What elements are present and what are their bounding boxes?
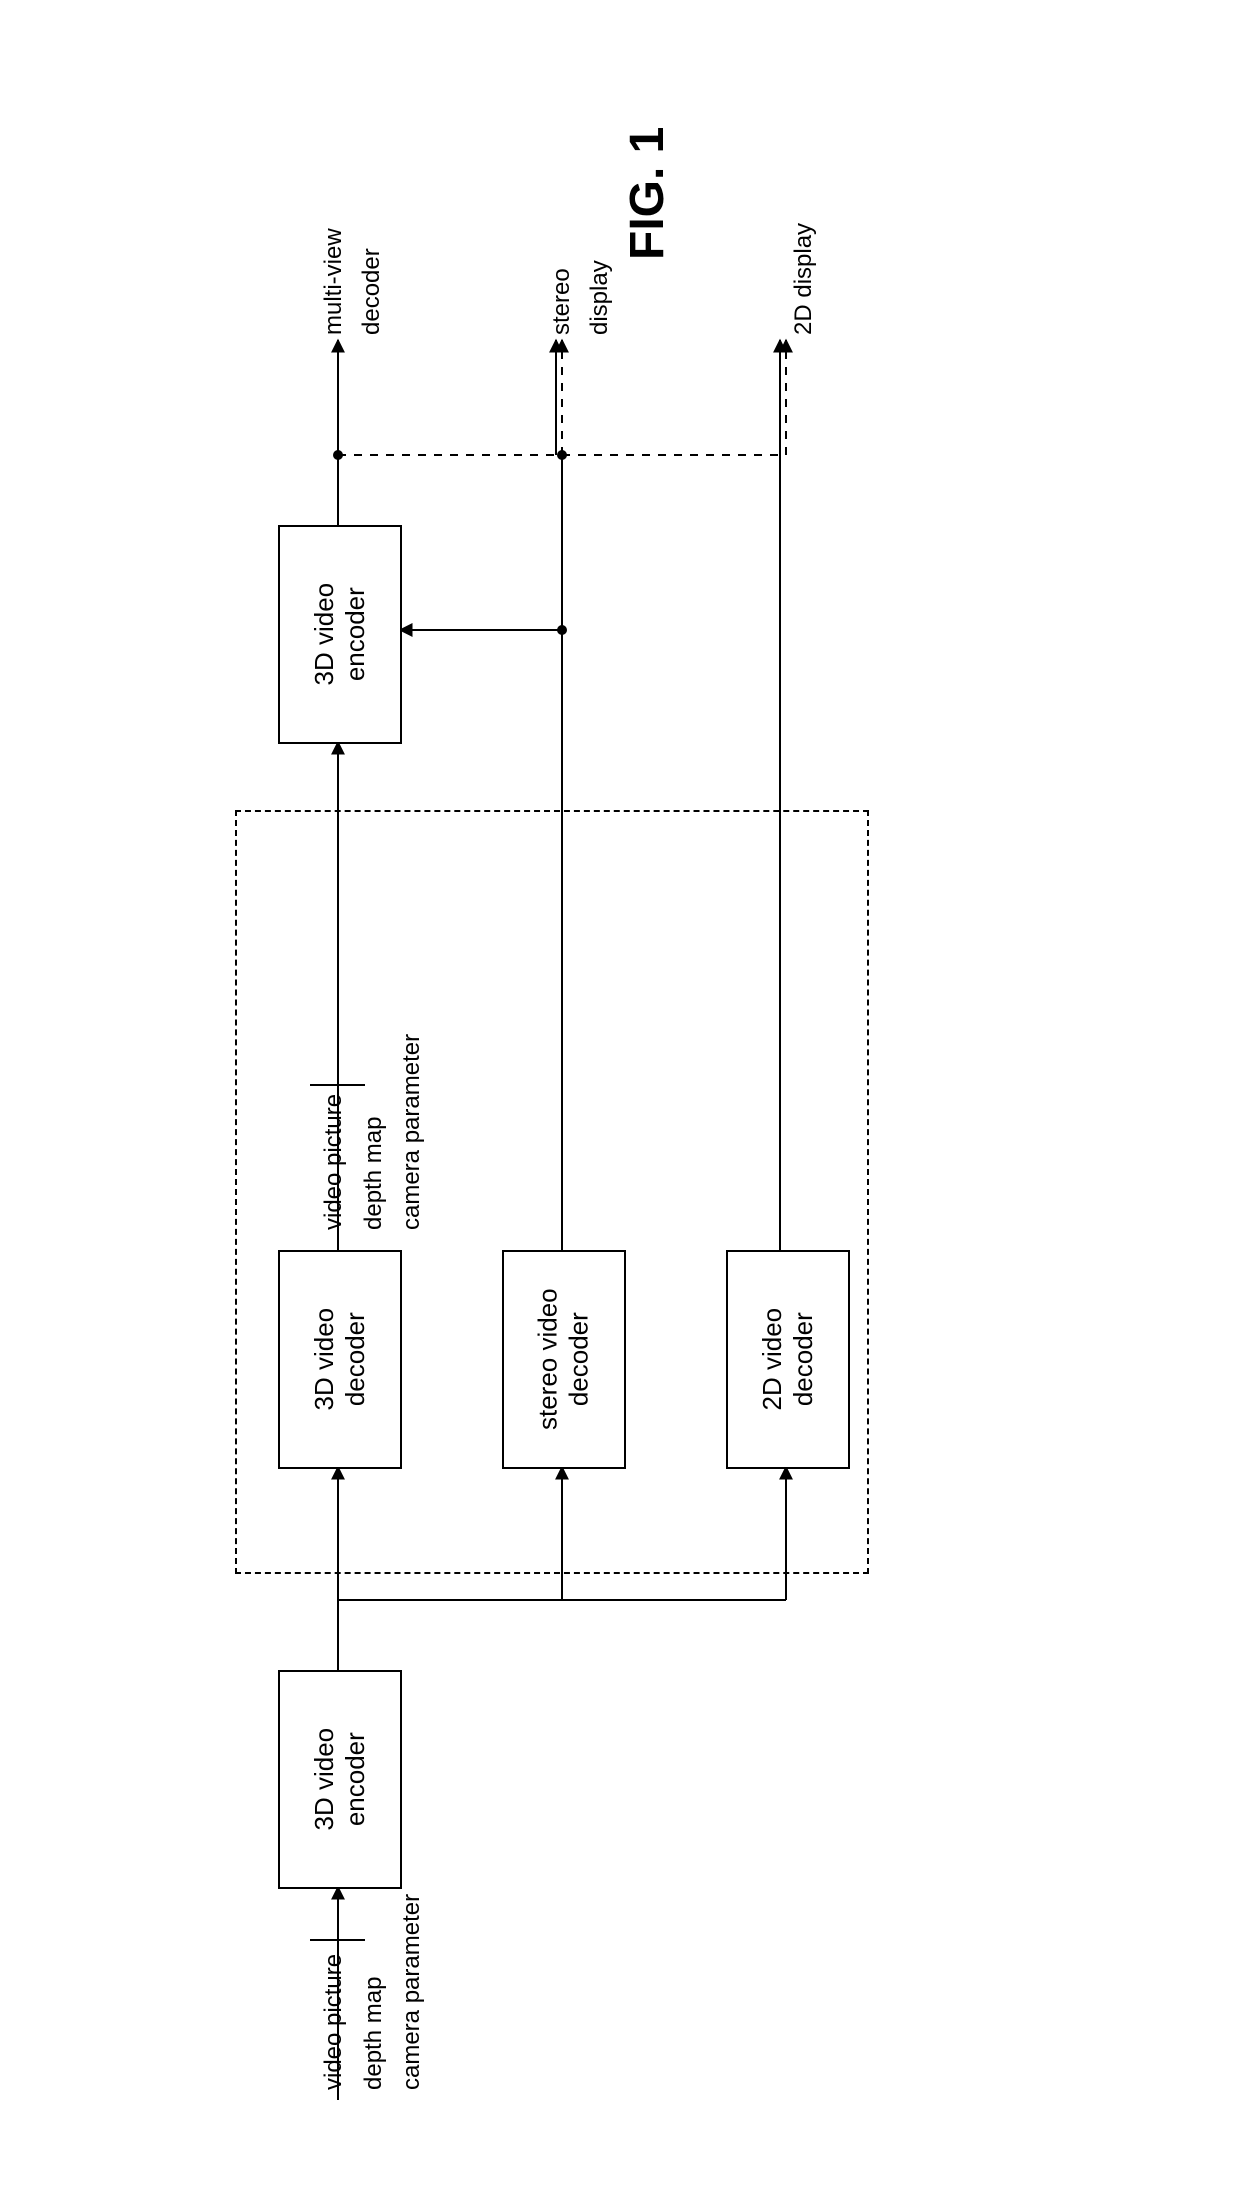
out-multiview-label-1: multi-view [320, 228, 348, 335]
encoder1-label: 3D videoencoder [309, 1728, 371, 1831]
mid-depth-map-label: depth map [360, 1117, 388, 1230]
input-video-picture-label: video picture [320, 1954, 348, 2090]
input-depth-map-label: depth map [360, 1977, 388, 2090]
mid-video-picture-label: video picture [320, 1094, 348, 1230]
decoder-2d-box: 2D videodecoder [726, 1250, 850, 1469]
encoder2-label: 3D videoencoder [309, 583, 371, 686]
decoder-3d-label: 3D videodecoder [309, 1308, 371, 1411]
decoder-3d-box: 3D videodecoder [278, 1250, 402, 1469]
mid-camera-parameter-label: camera parameter [398, 1034, 426, 1230]
out-2d-display-label: 2D display [790, 223, 818, 335]
out-multiview-label-2: decoder [358, 248, 386, 335]
diagram-canvas: FIG. 1 [0, 0, 1240, 2211]
encoder2-box: 3D videoencoder [278, 525, 402, 744]
out-stereo-label-2: display [586, 260, 614, 335]
decoder-stereo-label: stereo videodecoder [533, 1289, 595, 1431]
encoder1-box: 3D videoencoder [278, 1670, 402, 1889]
input-camera-parameter-label: camera parameter [398, 1894, 426, 2090]
out-stereo-label-1: stereo [548, 268, 576, 335]
decoder-stereo-box: stereo videodecoder [502, 1250, 626, 1469]
decoder-2d-label: 2D videodecoder [757, 1308, 819, 1411]
